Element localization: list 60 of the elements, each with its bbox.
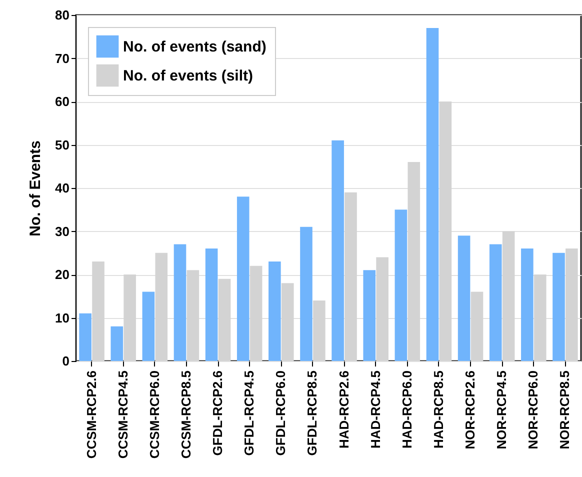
bar — [124, 274, 136, 361]
bar — [92, 262, 104, 361]
x-tick-label: HAD-RCP2.6 — [336, 370, 352, 449]
bar — [566, 248, 578, 361]
legend-label: No. of events (silt) — [123, 68, 254, 84]
bar — [534, 274, 546, 361]
bar — [250, 266, 262, 361]
bar — [458, 236, 470, 361]
x-tick-label: GFDL-RCP8.5 — [304, 370, 320, 456]
x-tick-label: HAD-RCP4.5 — [368, 370, 383, 449]
x-tick-label: HAD-RCP8.5 — [430, 370, 446, 449]
bar — [300, 226, 312, 361]
y-tick-label: 70 — [55, 50, 70, 66]
x-tick-label: GFDL-RCP4.5 — [242, 370, 257, 456]
y-tick-label: 80 — [55, 8, 70, 22]
x-tick-label: NOR-RCP4.5 — [494, 370, 510, 450]
x-tick-label: CCSM-RCP6.0 — [146, 370, 162, 459]
bar — [268, 262, 281, 361]
legend-label: No. of events (sand) — [123, 38, 266, 56]
y-tick-label: 10 — [55, 310, 70, 326]
bar — [439, 102, 452, 361]
y-tick-label: 50 — [55, 137, 70, 152]
bar — [552, 252, 565, 361]
y-tick-label: 60 — [55, 94, 70, 109]
bar — [502, 231, 515, 361]
bar — [155, 252, 168, 361]
bar — [174, 244, 186, 361]
bar — [236, 196, 250, 361]
y-axis-title: No. of Events — [27, 140, 44, 236]
bar — [489, 244, 502, 361]
bar — [79, 313, 92, 361]
x-tick-label: HAD-RCP6.0 — [399, 370, 414, 449]
x-tick-label: CCSM-RCP2.6 — [84, 370, 99, 459]
bar — [394, 210, 408, 361]
x-tick-label: GFDL-RCP6.0 — [273, 370, 288, 456]
bar — [408, 162, 420, 361]
bar — [218, 278, 231, 361]
bar — [142, 292, 155, 361]
bar — [521, 248, 534, 361]
bar — [344, 192, 357, 361]
bar — [332, 140, 344, 361]
bar — [376, 257, 388, 361]
bar — [313, 300, 326, 361]
bar — [470, 292, 484, 361]
x-tick-label: NOR-RCP6.0 — [526, 370, 541, 450]
y-tick-label: 30 — [55, 224, 70, 239]
bar — [363, 270, 376, 361]
x-tick-label: NOR-RCP8.5 — [557, 370, 572, 450]
bar — [426, 28, 439, 361]
bar — [281, 283, 294, 361]
y-tick-label: 0 — [62, 354, 70, 368]
x-tick-label: GFDL-RCP2.6 — [210, 370, 226, 456]
x-tick-label: CCSM-RCP8.5 — [178, 370, 194, 459]
y-tick-label: 20 — [55, 267, 70, 282]
x-tick-label: NOR-RCP2.6 — [462, 370, 478, 450]
x-tick-label: CCSM-RCP4.5 — [115, 370, 130, 459]
bar — [205, 248, 218, 361]
bar — [110, 326, 124, 361]
bar — [186, 270, 200, 361]
y-tick-label: 40 — [55, 180, 70, 196]
